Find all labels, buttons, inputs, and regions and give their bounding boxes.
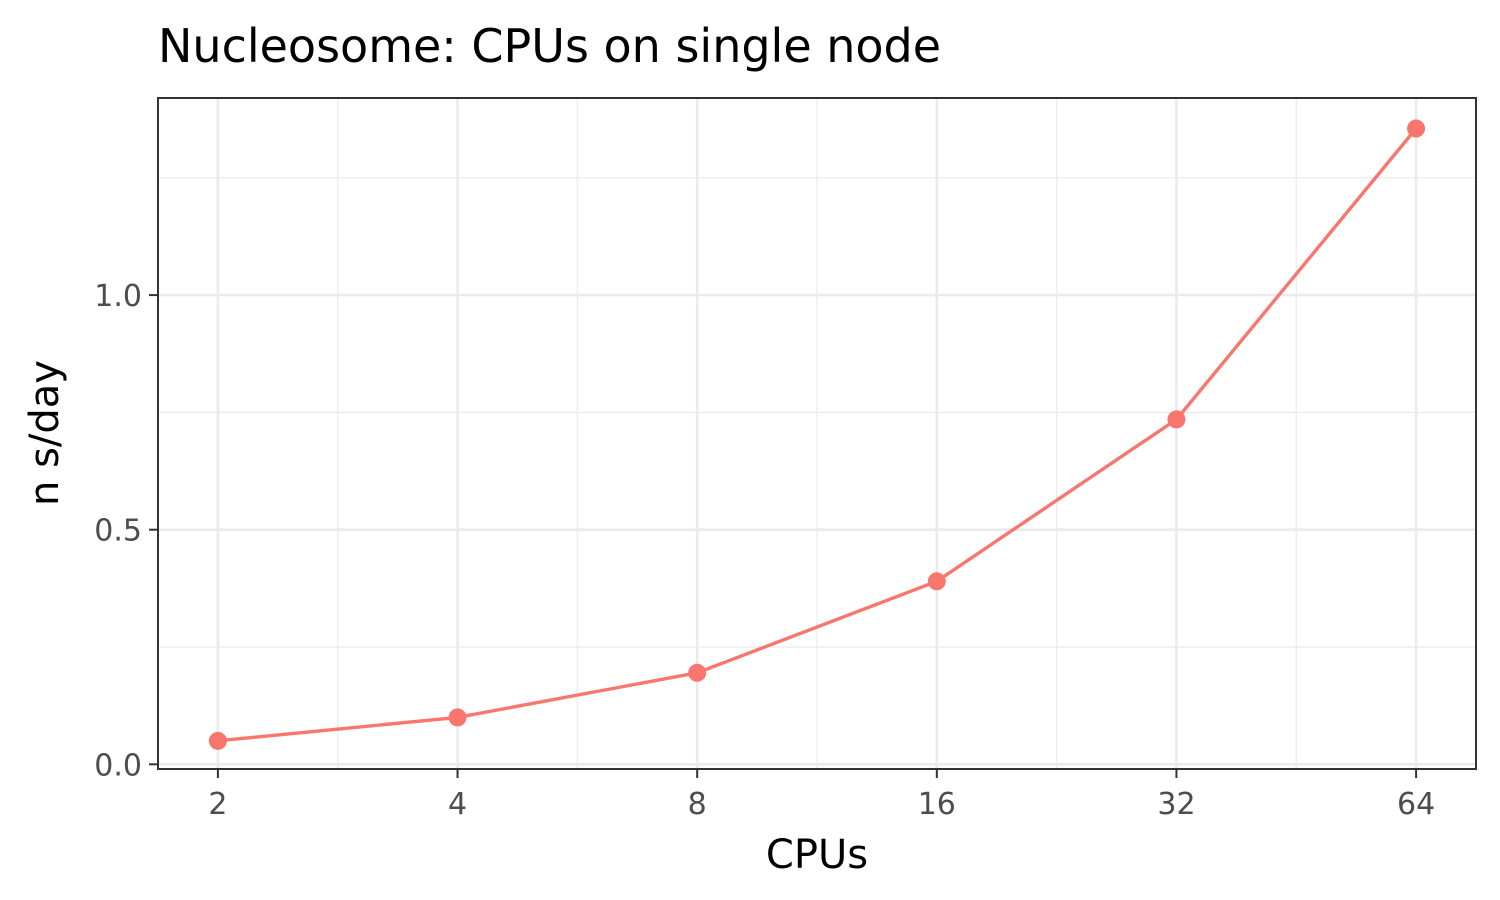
data-point: [1407, 119, 1426, 138]
series-layer: [208, 119, 1426, 750]
x-tick-label: 2: [208, 787, 227, 822]
x-tick-label: 4: [448, 787, 467, 822]
data-point: [1167, 410, 1186, 429]
series-line: [217, 127, 1418, 743]
data-point: [927, 572, 946, 591]
x-tick-label: 64: [1397, 787, 1435, 822]
x-tick-label: 8: [688, 787, 707, 822]
y-tick-label: 1.0: [94, 279, 142, 314]
x-tick-label: 32: [1157, 787, 1195, 822]
data-point: [208, 731, 227, 750]
y-tick-label: 0.0: [94, 748, 142, 783]
x-axis-title: CPUs: [766, 832, 868, 878]
y-tick-label: 0.5: [94, 514, 142, 549]
chart-title: Nucleosome: CPUs on single node: [158, 19, 941, 73]
x-axis: 2 4 8 16 32 64: [208, 769, 1435, 822]
y-axis: 0.0 0.5 1.0: [94, 279, 158, 783]
data-point: [448, 708, 467, 727]
data-point: [688, 663, 707, 682]
plot-border: [157, 97, 1477, 770]
x-tick-label: 16: [918, 787, 956, 822]
y-axis-title: n s/day: [22, 360, 68, 506]
grid-lines: [158, 98, 1476, 769]
